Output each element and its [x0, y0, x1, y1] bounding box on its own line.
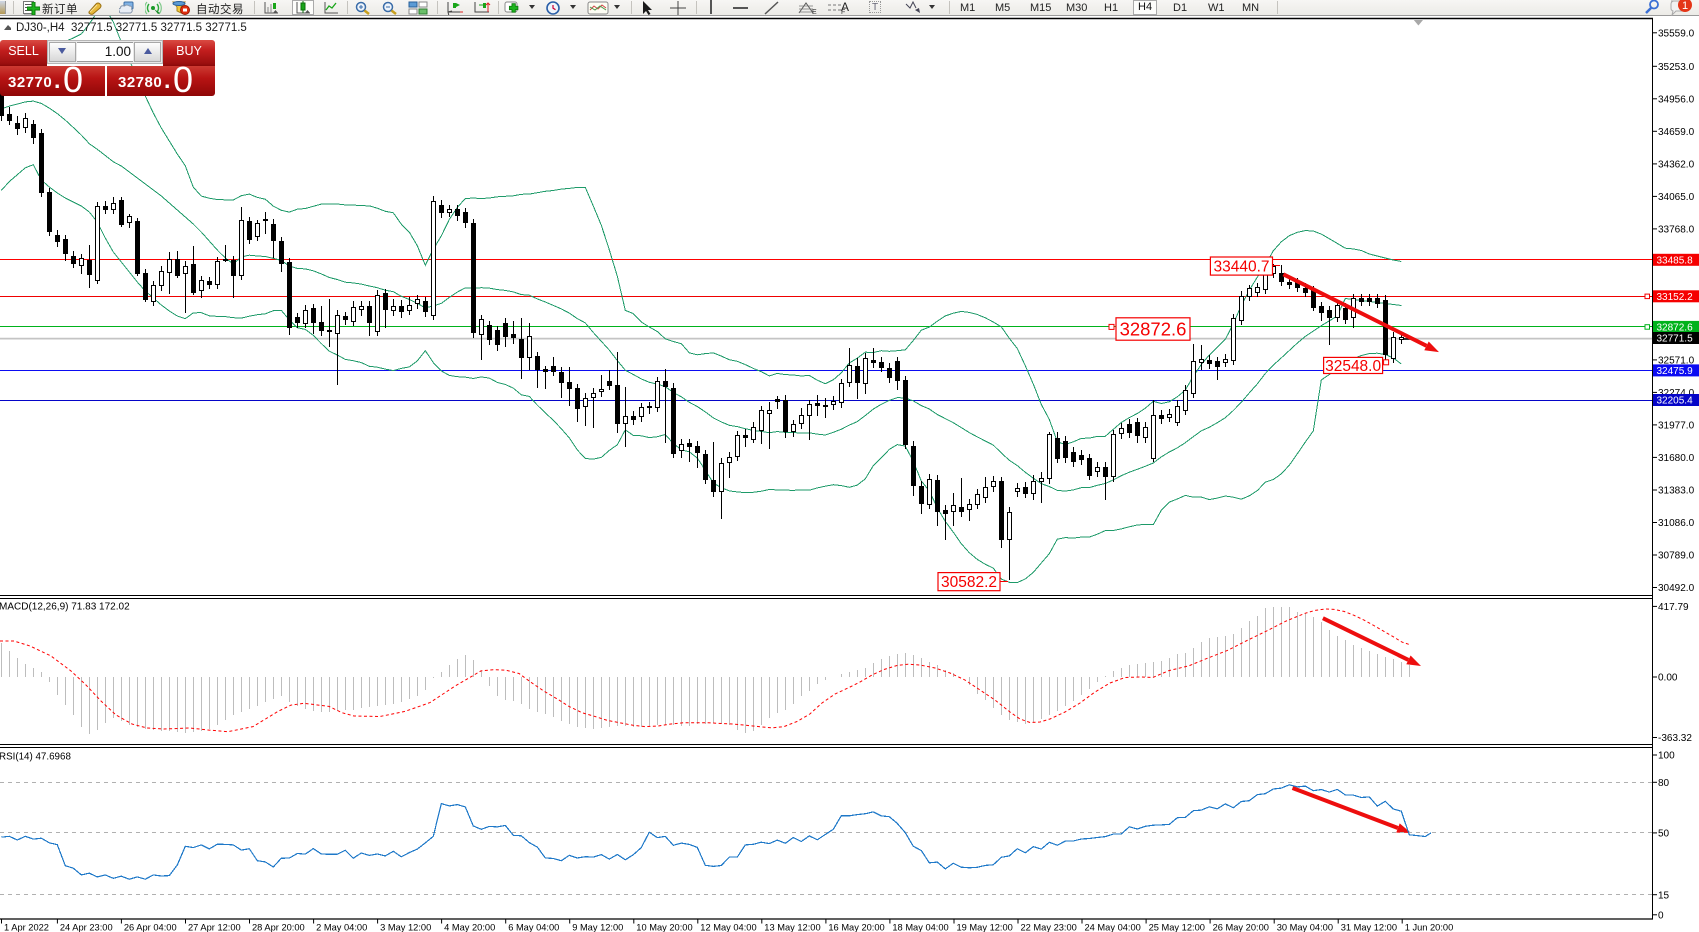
svg-text:-363.32: -363.32	[1658, 733, 1692, 744]
svg-text:31680.0: 31680.0	[1658, 453, 1695, 464]
svg-text:32872.6: 32872.6	[1120, 319, 1187, 340]
svg-text:0: 0	[1658, 910, 1664, 921]
svg-text:32872.6: 32872.6	[1657, 323, 1694, 334]
svg-text:4 May 20:00: 4 May 20:00	[444, 923, 495, 932]
svg-text:27 Apr 12:00: 27 Apr 12:00	[188, 923, 241, 932]
svg-text:3 May 12:00: 3 May 12:00	[380, 923, 431, 932]
svg-text:34362.0: 34362.0	[1658, 160, 1695, 171]
svg-text:DJ30-,H4 32771.5 32771.5 3277: DJ30-,H4 32771.5 32771.5 32771.5 32771.5	[16, 22, 247, 34]
svg-text:10 May 20:00: 10 May 20:00	[636, 923, 692, 932]
svg-text:50: 50	[1658, 829, 1670, 840]
svg-text:2 May 04:00: 2 May 04:00	[316, 923, 367, 932]
svg-text:0.00: 0.00	[1658, 673, 1678, 684]
svg-text:30492.0: 30492.0	[1658, 583, 1695, 594]
svg-text:33440.7: 33440.7	[1213, 259, 1269, 276]
svg-text:32771.5: 32771.5	[1657, 334, 1694, 345]
svg-text:30789.0: 30789.0	[1658, 551, 1695, 562]
svg-text:1 Jun 20:00: 1 Jun 20:00	[1405, 923, 1454, 932]
svg-text:33152.2: 33152.2	[1657, 292, 1694, 303]
svg-text:35253.0: 35253.0	[1658, 62, 1695, 73]
svg-text:RSI(14) 47.6968: RSI(14) 47.6968	[0, 752, 71, 763]
svg-text:13 May 12:00: 13 May 12:00	[764, 923, 820, 932]
svg-text:16 May 20:00: 16 May 20:00	[828, 923, 884, 932]
svg-text:18 May 04:00: 18 May 04:00	[892, 923, 948, 932]
svg-text:32205.4: 32205.4	[1657, 396, 1694, 407]
svg-text:32274.0: 32274.0	[1658, 388, 1695, 399]
svg-text:15: 15	[1658, 890, 1670, 901]
svg-text:32548.0: 32548.0	[1325, 358, 1381, 375]
svg-text:32475.9: 32475.9	[1657, 366, 1694, 377]
svg-text:28 Apr 20:00: 28 Apr 20:00	[252, 923, 305, 932]
svg-text:30582.2: 30582.2	[941, 574, 997, 591]
svg-text:31 May 12:00: 31 May 12:00	[1341, 923, 1397, 932]
svg-text:34659.0: 34659.0	[1658, 127, 1695, 138]
svg-text:35559.0: 35559.0	[1658, 28, 1695, 39]
svg-text:1 Apr 2022: 1 Apr 2022	[4, 923, 49, 932]
svg-text:1: 1	[1682, 0, 1688, 12]
svg-text:31086.0: 31086.0	[1658, 518, 1695, 529]
svg-text:30 May 04:00: 30 May 04:00	[1277, 923, 1333, 932]
svg-text:6 May 04:00: 6 May 04:00	[508, 923, 559, 932]
svg-text:25 May 12:00: 25 May 12:00	[1149, 923, 1205, 932]
svg-text:33485.8: 33485.8	[1657, 255, 1694, 266]
svg-text:31977.0: 31977.0	[1658, 421, 1695, 432]
svg-text:417.79: 417.79	[1658, 602, 1689, 613]
svg-text:22 May 23:00: 22 May 23:00	[1021, 923, 1077, 932]
svg-text:80: 80	[1658, 778, 1670, 789]
svg-text:31383.0: 31383.0	[1658, 486, 1695, 497]
svg-text:9 May 12:00: 9 May 12:00	[572, 923, 623, 932]
svg-text:F: F	[841, 9, 845, 15]
svg-text:26 May 20:00: 26 May 20:00	[1213, 923, 1269, 932]
svg-text:34065.0: 34065.0	[1658, 192, 1695, 203]
svg-text:24 May 04:00: 24 May 04:00	[1085, 923, 1141, 932]
svg-text:34956.0: 34956.0	[1658, 94, 1695, 105]
svg-text:26 Apr 04:00: 26 Apr 04:00	[124, 923, 177, 932]
svg-text:32571.0: 32571.0	[1658, 356, 1695, 367]
svg-text:100: 100	[1658, 751, 1675, 762]
svg-text:MACD(12,26,9) 71.83 172.02: MACD(12,26,9) 71.83 172.02	[0, 602, 130, 613]
svg-text:12 May 04:00: 12 May 04:00	[700, 923, 756, 932]
svg-text:19 May 12:00: 19 May 12:00	[957, 923, 1013, 932]
svg-text:24 Apr 23:00: 24 Apr 23:00	[60, 923, 113, 932]
svg-text:33768.0: 33768.0	[1658, 225, 1695, 236]
svg-text:E: E	[812, 9, 817, 15]
